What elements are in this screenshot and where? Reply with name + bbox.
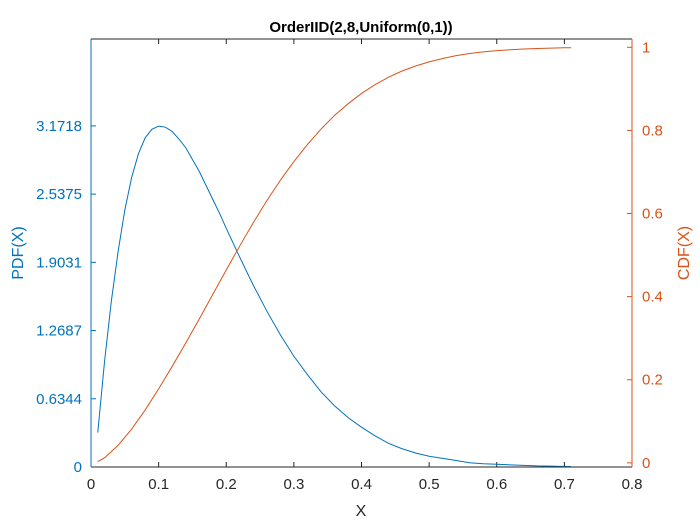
axes-frame bbox=[90, 38, 633, 468]
y-axis-label-left: PDF(X) bbox=[10, 226, 27, 279]
y-axis-label-right: CDF(X) bbox=[676, 226, 693, 280]
cdf-line bbox=[97, 47, 572, 463]
x-tick-label: 0.1 bbox=[148, 476, 169, 493]
y-left-tick-label: 1.2687 bbox=[36, 323, 82, 340]
x-tick-label: 0 bbox=[87, 476, 95, 493]
plot-area bbox=[91, 39, 632, 467]
chart-title: OrderIID(2,8,Uniform(0,1)) bbox=[269, 19, 452, 36]
x-tick-label: 0.7 bbox=[554, 476, 575, 493]
y-right-tick-label: 1 bbox=[642, 39, 650, 56]
x-tick-label: 0.6 bbox=[486, 476, 507, 493]
x-tick-label: 0.5 bbox=[419, 476, 440, 493]
pdf-line bbox=[97, 125, 572, 468]
x-tick-label: 0.8 bbox=[622, 476, 643, 493]
y-left-tick-label: 2.5375 bbox=[36, 186, 82, 203]
y-left-tick-label: 3.1718 bbox=[36, 118, 82, 135]
y-left-tick-label: 1.9031 bbox=[36, 254, 82, 271]
y-right-tick-label: 0.8 bbox=[642, 122, 663, 139]
y-left-tick-label: 0.6344 bbox=[36, 391, 82, 408]
y-right-tick-label: 0.6 bbox=[642, 206, 663, 223]
y-right-tick-label: 0 bbox=[642, 455, 650, 472]
x-tick-label: 0.3 bbox=[283, 476, 304, 493]
x-tick-label: 0.2 bbox=[216, 476, 237, 493]
labels: OrderIID(2,8,Uniform(0,1)) X PDF(X) CDF(… bbox=[10, 19, 693, 520]
series bbox=[97, 47, 572, 468]
y-right-tick-label: 0.2 bbox=[642, 372, 663, 389]
x-axis-label: X bbox=[356, 503, 367, 520]
y-right-tick-label: 0.4 bbox=[642, 289, 663, 306]
x-tick-label: 0.4 bbox=[351, 476, 372, 493]
ticks: 0 0.1 0.2 0.3 0.4 0.5 0.6 0.7 0.8 0 0.6344 1.2687 1.… bbox=[36, 39, 663, 493]
y-left-tick-label: 0 bbox=[74, 459, 82, 476]
